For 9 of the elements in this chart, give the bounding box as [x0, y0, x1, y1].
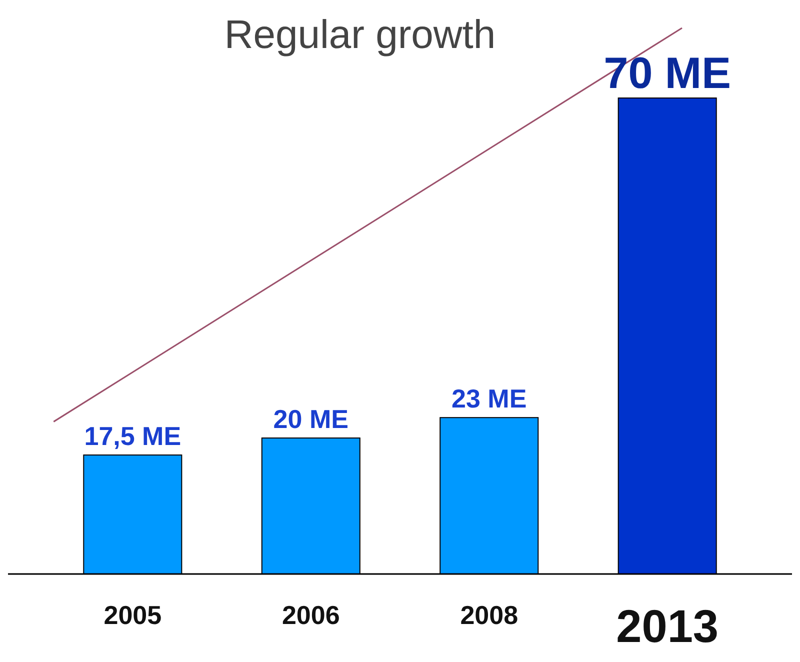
x-tick-label: 2008: [460, 600, 518, 630]
data-label: 20 ME: [273, 404, 348, 434]
x-tick-label: 2006: [282, 600, 340, 630]
data-label: 17,5 ME: [84, 421, 182, 451]
x-tick-label: 2013: [616, 600, 719, 652]
x-tick-label: 2005: [104, 600, 162, 630]
data-label: 70 ME: [604, 49, 731, 98]
data-label: 23 ME: [452, 384, 527, 414]
chart-title: Regular growth: [224, 13, 496, 57]
